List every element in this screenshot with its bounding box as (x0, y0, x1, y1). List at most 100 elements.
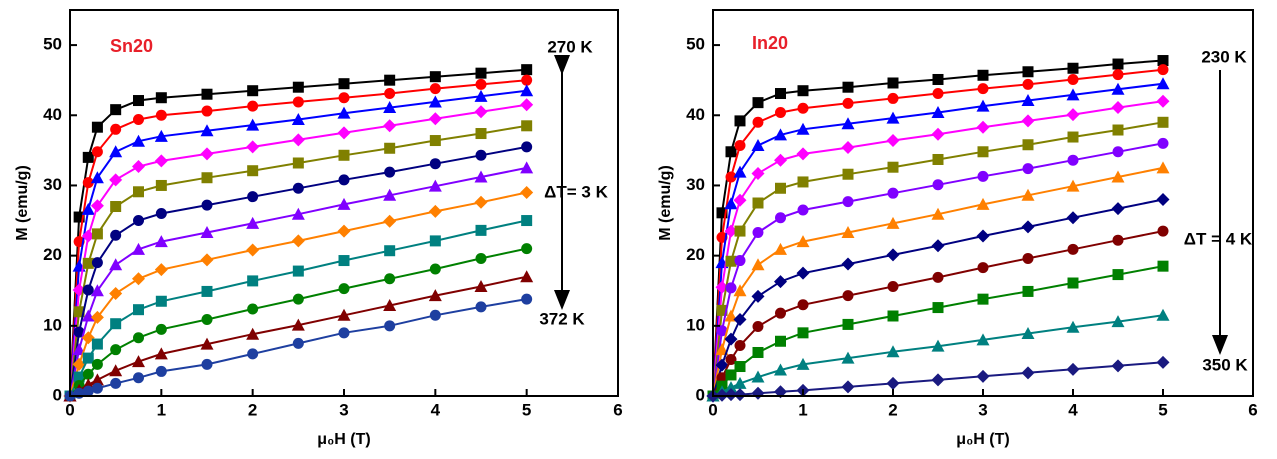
marker (201, 172, 213, 184)
marker (932, 302, 944, 314)
marker (774, 128, 787, 141)
marker (154, 129, 168, 142)
x-tick-label: 1 (157, 400, 166, 419)
marker (842, 318, 854, 330)
marker (774, 242, 787, 255)
y-tick-label: 30 (43, 175, 62, 194)
marker (110, 123, 122, 135)
marker (82, 385, 94, 397)
marker (1157, 116, 1169, 128)
marker (110, 104, 122, 116)
marker (132, 355, 145, 368)
marker (384, 273, 396, 285)
marker (716, 372, 728, 384)
marker (91, 146, 103, 158)
annotation: Sn20 (110, 36, 153, 56)
marker (725, 171, 737, 183)
marker (1156, 308, 1170, 321)
marker (1157, 260, 1169, 272)
marker (521, 243, 533, 255)
marker (977, 293, 989, 305)
marker (338, 283, 350, 295)
marker (775, 307, 786, 319)
marker (291, 112, 305, 125)
marker (110, 344, 122, 356)
marker (200, 124, 214, 137)
y-tick-label: 20 (43, 245, 62, 264)
marker (775, 335, 786, 347)
marker (383, 119, 397, 133)
marker (384, 74, 396, 86)
marker (246, 118, 260, 131)
marker (1157, 137, 1169, 149)
marker (931, 373, 945, 387)
marker (796, 357, 810, 370)
marker (520, 185, 534, 199)
marker (82, 368, 94, 380)
x-tick-label: 2 (248, 400, 257, 419)
marker (774, 363, 787, 376)
marker (82, 151, 94, 163)
marker (155, 109, 167, 121)
marker (976, 120, 990, 134)
x-tick-label: 6 (1248, 400, 1257, 419)
marker (1156, 355, 1170, 369)
marker (337, 308, 351, 321)
marker (521, 141, 533, 153)
marker (751, 258, 765, 271)
marker (724, 197, 738, 210)
marker (886, 248, 900, 262)
marker (1112, 234, 1124, 246)
marker (733, 388, 747, 402)
marker (931, 239, 945, 253)
marker (931, 127, 945, 141)
marker (247, 275, 259, 287)
marker (842, 196, 854, 208)
annotation: 350 K (1202, 355, 1248, 374)
x-tick-label: 4 (431, 400, 441, 419)
marker (521, 64, 533, 76)
marker (1112, 269, 1124, 281)
marker (91, 228, 103, 240)
marker (429, 309, 441, 321)
marker (521, 293, 533, 305)
marker (734, 115, 746, 127)
marker (383, 214, 397, 228)
marker (291, 234, 305, 248)
marker (733, 376, 747, 389)
marker (201, 314, 213, 326)
marker (1022, 252, 1034, 264)
marker (724, 388, 738, 402)
marker (1066, 88, 1080, 101)
marker (133, 332, 144, 344)
marker (752, 346, 764, 358)
x-tick-label: 5 (522, 400, 531, 419)
marker (1021, 188, 1035, 201)
marker (716, 325, 728, 337)
marker (247, 191, 259, 203)
marker (520, 270, 534, 283)
y-tick-label: 0 (53, 385, 62, 404)
marker (90, 284, 104, 297)
marker (201, 105, 213, 117)
marker (474, 105, 488, 119)
marker (246, 216, 260, 229)
marker (1021, 366, 1035, 380)
marker (200, 147, 214, 161)
marker (474, 170, 488, 183)
marker (1022, 163, 1034, 175)
marker (977, 262, 989, 274)
marker (1111, 170, 1125, 183)
marker (428, 179, 442, 192)
marker (1067, 62, 1079, 74)
marker (724, 381, 738, 394)
marker (932, 88, 944, 100)
y-tick-label: 40 (43, 105, 62, 124)
marker (291, 318, 305, 331)
marker (110, 318, 122, 330)
marker (155, 365, 167, 377)
marker (155, 208, 167, 220)
marker (474, 89, 488, 102)
marker (201, 358, 213, 370)
marker (201, 285, 213, 297)
